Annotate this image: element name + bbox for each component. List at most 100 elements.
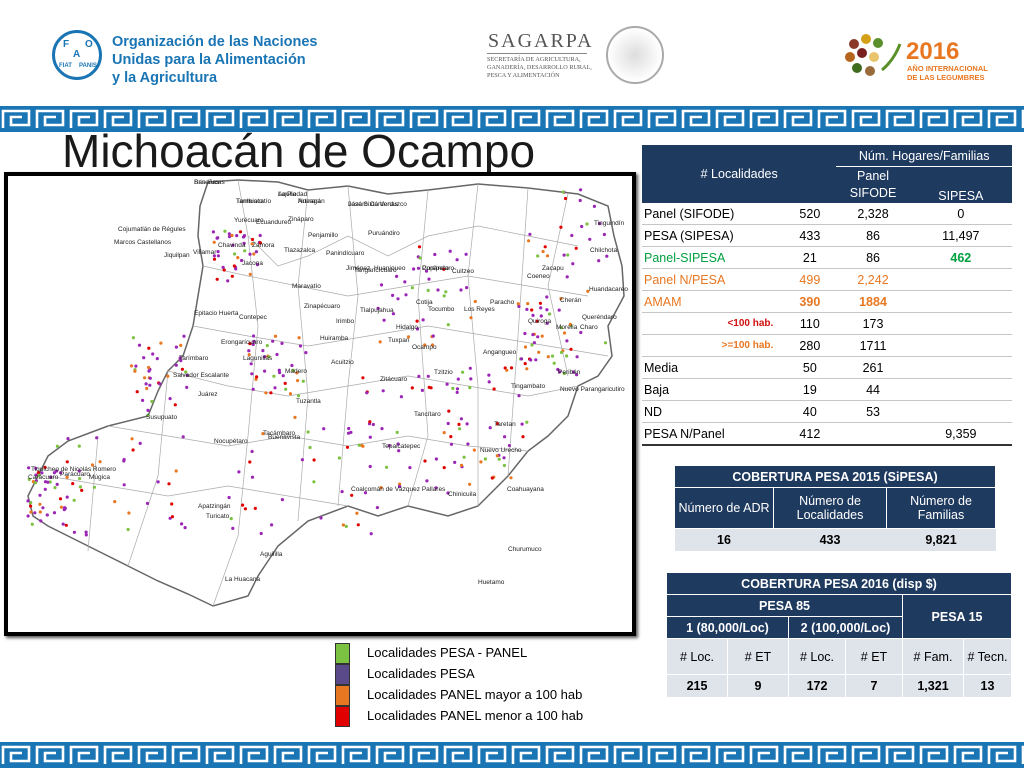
municipality-label: Marcos Castellanos <box>114 239 172 246</box>
localidad-dot <box>337 456 341 460</box>
localidad-dot <box>222 268 226 272</box>
localidad-dot <box>59 505 64 509</box>
legend-label: Localidades PESA <box>367 666 475 681</box>
municipality-label: Coeneo <box>527 273 550 280</box>
cell-panel: 173 <box>836 312 910 335</box>
municipality-label: Lázaro Cárdenas <box>348 201 398 208</box>
localidad-dot <box>565 339 569 343</box>
municipality-label: Jacona <box>242 260 263 267</box>
localidad-dot <box>408 466 412 470</box>
table-row: <100 hab. 110 173 <box>642 312 1012 335</box>
cell-localidades: 110 <box>783 312 837 335</box>
localidad-dot <box>250 475 255 479</box>
localidad-dot <box>592 204 597 208</box>
municipality-label: Cherán <box>560 297 582 304</box>
localidad-dot <box>29 501 33 505</box>
localidad-dot <box>569 347 573 351</box>
localidad-dot <box>433 252 437 257</box>
legend-swatch <box>335 706 350 727</box>
localidad-dot <box>141 398 145 402</box>
cell-panel: 86 <box>836 246 910 269</box>
localidad-dot <box>559 350 564 355</box>
localidad-dot <box>148 376 152 380</box>
localidad-dot <box>340 490 344 494</box>
localidad-dot <box>575 355 579 359</box>
localidad-dot <box>26 499 30 503</box>
localidad-dot <box>532 341 537 345</box>
localidad-dot <box>397 449 401 453</box>
localidad-dot <box>509 476 513 480</box>
localidad-dot <box>519 357 524 361</box>
localidad-dot <box>492 387 496 391</box>
localidad-dot <box>459 288 463 292</box>
localidad-dot <box>525 307 529 311</box>
cell-value: 433 <box>773 528 887 551</box>
localidad-dot <box>253 506 257 510</box>
row-label: PESA N/Panel <box>642 422 784 446</box>
localidad-dot <box>356 523 360 527</box>
localidad-dot <box>558 370 562 374</box>
localidad-dot <box>296 379 300 383</box>
localidad-dot <box>468 366 472 370</box>
localidad-dot <box>122 459 126 463</box>
header-panel: Panel SIFODE <box>836 166 910 203</box>
localidad-dot <box>520 422 524 426</box>
page-title: Michoacán de Ocampo <box>62 125 536 177</box>
municipality-label: Queréndaro <box>582 314 617 321</box>
localidad-dot <box>227 232 231 236</box>
municipality-label: Chavinda <box>218 242 246 249</box>
municipality-label: La Piedad <box>278 191 308 198</box>
municipality-label: La Huacana <box>225 576 261 583</box>
municipality-label: Ocampo <box>412 344 437 351</box>
municipality-label: Angangueo <box>483 349 517 356</box>
localidad-dot <box>248 342 252 346</box>
cell-panel <box>836 422 910 446</box>
localidad-dot <box>283 381 287 385</box>
cell-value: 7 <box>845 674 903 698</box>
localidad-dot <box>562 331 567 335</box>
localidad-dot <box>145 386 149 391</box>
localidad-dot <box>545 254 550 258</box>
localidad-dot <box>184 370 188 374</box>
localidad-dot <box>129 364 134 368</box>
localidad-dot <box>280 498 284 502</box>
localidad-dot <box>304 351 308 355</box>
localidad-dot <box>159 341 163 345</box>
cell-localidades: 40 <box>783 400 837 423</box>
localidad-dot <box>552 361 556 365</box>
localidad-dot <box>168 516 172 520</box>
table-row: ND 40 53 <box>642 400 1012 423</box>
cell-sipesa <box>909 312 1012 335</box>
localidad-dot <box>221 265 225 269</box>
localidad-dot <box>521 435 525 439</box>
coverage-2016-title: COBERTURA PESA 2016 (disp $) <box>666 572 1012 595</box>
localidad-dot <box>490 476 494 480</box>
localidad-dot <box>113 500 117 504</box>
localidad-dot <box>580 224 584 229</box>
localidad-dot <box>216 250 220 254</box>
localidad-dot <box>258 233 262 238</box>
localidad-dot <box>36 471 40 475</box>
localidad-dot <box>381 389 385 393</box>
localidad-dot <box>602 232 607 237</box>
localidad-dot <box>34 466 38 470</box>
localidad-dot <box>363 491 368 495</box>
localidad-dot <box>216 254 220 258</box>
localidad-dot <box>181 435 185 439</box>
localidad-dot <box>43 465 47 469</box>
localidad-dot <box>80 488 84 492</box>
col-header: Número de Localidades <box>773 487 887 529</box>
sagarpa-sub-line: SECRETARÍA DE AGRICULTURA, <box>487 56 581 63</box>
localidad-dot <box>586 289 590 293</box>
localidad-dot <box>230 274 234 278</box>
localidad-dot <box>52 511 57 515</box>
cell-value: 215 <box>666 674 728 698</box>
localidad-dot <box>65 475 69 479</box>
row-label: Panel N/PESA <box>642 268 784 291</box>
localidad-dot <box>248 272 252 276</box>
localidad-dot <box>26 514 30 518</box>
legumes-sub-line: DE LAS LEGUMBRES <box>907 73 985 82</box>
localidad-dot <box>588 237 592 241</box>
municipality-label: Los Reyes <box>464 306 495 313</box>
map-frame: Briseñas Tanhuato La Piedad Numarán José Six… <box>4 172 636 636</box>
